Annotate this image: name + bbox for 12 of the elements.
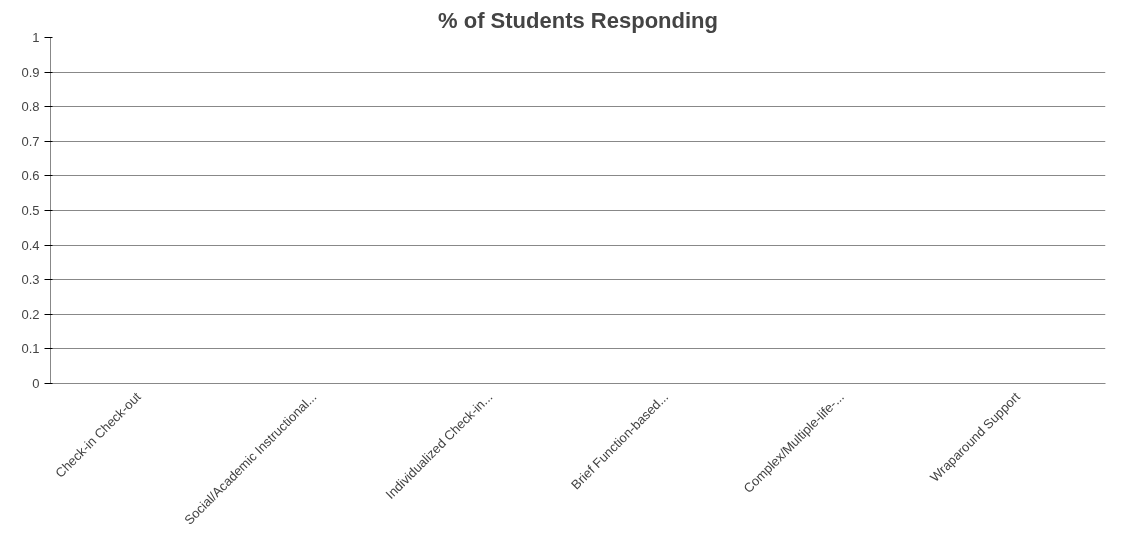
y-tick-label: 0.7 [21, 133, 40, 149]
y-tick-label: 1 [32, 30, 40, 45]
y-tick-label: 0.5 [21, 203, 40, 218]
y-tick-label: 0.2 [21, 306, 40, 322]
y-tick-label: 0.6 [21, 168, 40, 184]
y-tick-label: 0.4 [21, 237, 40, 253]
y-tick-label: 0.1 [21, 341, 40, 357]
y-tick-label: 0.8 [21, 99, 40, 115]
y-tick-label: 0.9 [21, 64, 40, 80]
chart-title: % of Students Responding [438, 7, 718, 33]
y-tick-label: 0 [32, 376, 40, 391]
y-tick-label: 0.3 [21, 272, 40, 288]
